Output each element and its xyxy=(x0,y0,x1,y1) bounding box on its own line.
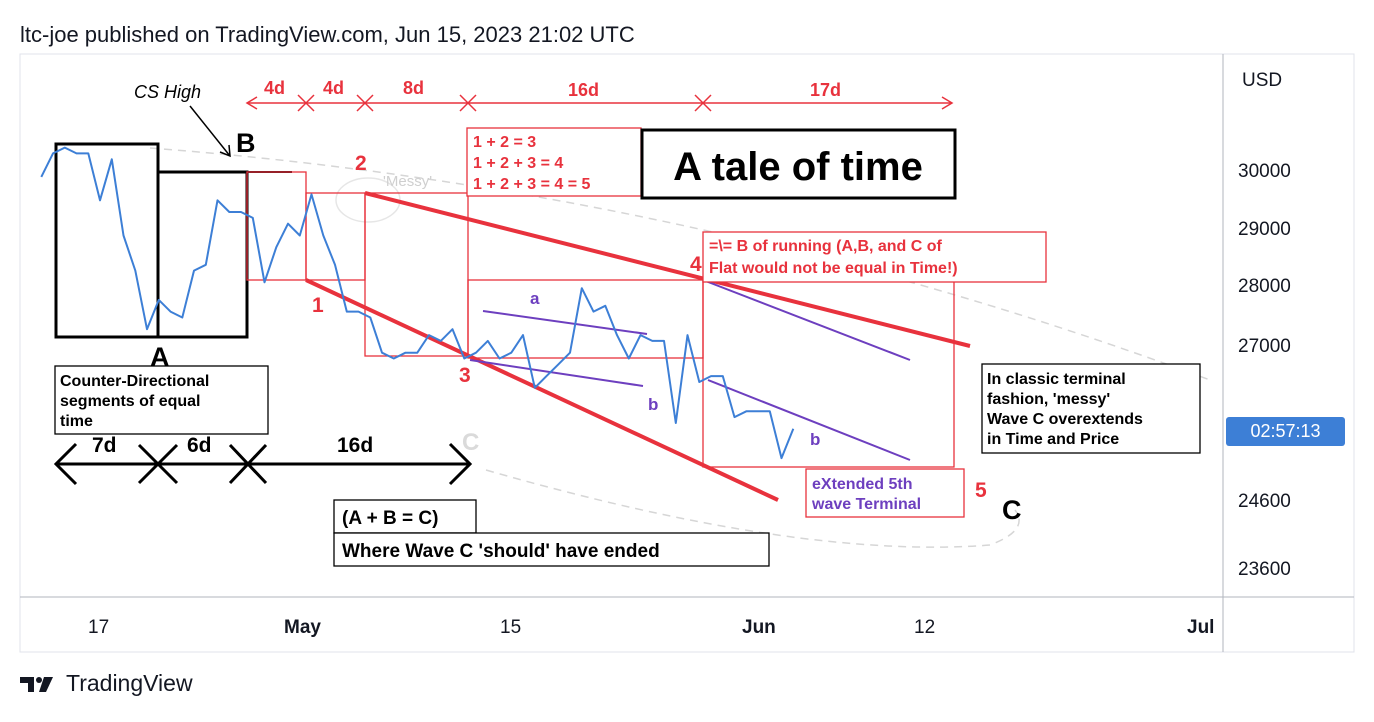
channel-a-lower xyxy=(469,359,644,387)
box-segment-1 xyxy=(246,171,307,281)
counter-note-line: segments of equal xyxy=(60,393,200,410)
top-duration-label: 4d xyxy=(323,78,344,98)
wave-4-label: 4 xyxy=(690,253,702,276)
fib-note-line: 1 + 2 + 3 = 4 = 5 xyxy=(473,176,591,193)
terminal-note-line: In classic terminal xyxy=(987,371,1126,388)
box-segment-5 xyxy=(702,279,955,468)
bottom-duration-label: 16d xyxy=(337,434,373,457)
series-layer xyxy=(40,146,795,460)
running-note-box xyxy=(702,231,1047,283)
counter-note-line: time xyxy=(60,413,93,430)
bottom-duration-arrowhead-right xyxy=(448,442,473,486)
channel-c-lower xyxy=(707,379,911,461)
top-duration-label: 17d xyxy=(810,80,841,100)
projection-dashed-path xyxy=(149,147,1211,381)
ghost-c-label: C xyxy=(462,429,479,456)
wave-2-label: 2 xyxy=(355,152,367,175)
top-duration-arrowhead-right xyxy=(941,96,954,110)
price-tick: 28000 xyxy=(1238,276,1291,297)
chart-frame xyxy=(19,53,1355,653)
top-duration-cross xyxy=(459,94,477,112)
subwave-a-label: a xyxy=(530,289,540,308)
bottom-duration-cross xyxy=(228,443,268,485)
top-duration-arrowhead-left xyxy=(245,96,258,110)
cs-high-label: CS High xyxy=(134,82,201,102)
bottom-duration-label: 7d xyxy=(92,434,117,457)
counter-note-line: Counter-Directional xyxy=(60,373,209,390)
wave-c-label: C xyxy=(1002,495,1022,525)
should-note-text: Where Wave C 'should' have ended xyxy=(342,541,660,562)
terminal-note-line: in Time and Price xyxy=(987,431,1119,448)
time-tick: 12 xyxy=(914,617,935,638)
price-tick: 27000 xyxy=(1238,336,1291,357)
bottom-duration-label: 6d xyxy=(187,434,212,457)
publish-header: ltc-joe published on TradingView.com, Ju… xyxy=(20,22,635,47)
upper-trendline xyxy=(364,191,971,348)
price-tick: 29000 xyxy=(1238,219,1291,240)
wave-b-label: B xyxy=(236,128,256,158)
footer-brand-label: TradingView xyxy=(66,670,193,696)
top-duration-label: 4d xyxy=(264,78,285,98)
top-duration-label: 16d xyxy=(568,80,599,100)
fib-note-box xyxy=(466,127,642,197)
current-price-tag: 02:57:13 xyxy=(1226,417,1345,446)
time-tick: 15 xyxy=(500,617,521,638)
time-tick: Jun xyxy=(742,617,776,638)
abc-note-text: (A + B = C) xyxy=(342,508,438,529)
messy-label: 'Messy' xyxy=(383,173,432,190)
ghost-c-dashed-path xyxy=(485,469,1020,548)
running-note-line: =\= B of running (A,B, and C of xyxy=(709,238,943,255)
footer-brand: TradingView xyxy=(20,670,193,697)
currency-label: USD xyxy=(1242,70,1282,91)
wave-1-label: 1 xyxy=(312,294,324,317)
box-segment-4 xyxy=(467,279,704,359)
cs-high-arrowhead xyxy=(219,144,231,158)
chart-title: A tale of time xyxy=(673,145,923,189)
time-tick: May xyxy=(284,617,321,638)
should-note-box xyxy=(333,532,770,567)
wave-3-label: 3 xyxy=(459,364,471,387)
subwave-b-label: b xyxy=(810,430,820,449)
running-note-line: Flat would not be equal in Time!) xyxy=(709,260,958,277)
time-tick: 17 xyxy=(88,617,109,638)
terminal-note-box xyxy=(981,363,1201,454)
channel-c-upper xyxy=(702,279,911,361)
price-tick: 30000 xyxy=(1238,161,1291,182)
title-box xyxy=(640,128,957,200)
extended-note-box xyxy=(805,468,965,518)
terminal-note-line: Wave C overextends xyxy=(987,411,1143,428)
price-tick: 23600 xyxy=(1238,559,1291,580)
top-duration-label: 8d xyxy=(403,78,424,98)
extended-note-line: eXtended 5th xyxy=(812,476,912,493)
counter-note-box xyxy=(54,365,269,435)
top-duration-cross xyxy=(297,94,315,112)
tradingview-logo-icon xyxy=(20,676,53,692)
box-segment-3 xyxy=(364,192,469,357)
subwave-b-label: b xyxy=(648,395,658,414)
lower-trendline xyxy=(305,278,779,502)
top-duration-cross xyxy=(694,94,712,112)
wave-5-label: 5 xyxy=(975,479,987,502)
wave-a-label: A xyxy=(150,342,170,372)
fib-note-line: 1 + 2 + 3 = 4 xyxy=(473,155,563,172)
cs-high-arrow xyxy=(189,105,231,157)
terminal-note-line: fashion, 'messy' xyxy=(987,391,1110,408)
channel-a-upper xyxy=(482,310,648,335)
price-tick: 24600 xyxy=(1238,491,1291,512)
bottom-duration-cross xyxy=(137,443,179,485)
time-tick: Jul xyxy=(1187,617,1214,638)
extended-note-line: wave Terminal xyxy=(811,496,921,513)
fib-note-line: 1 + 2 = 3 xyxy=(473,134,536,151)
bottom-duration-arrowhead-left xyxy=(53,442,78,486)
top-duration-cross xyxy=(356,94,374,112)
price-series-line xyxy=(40,146,795,460)
